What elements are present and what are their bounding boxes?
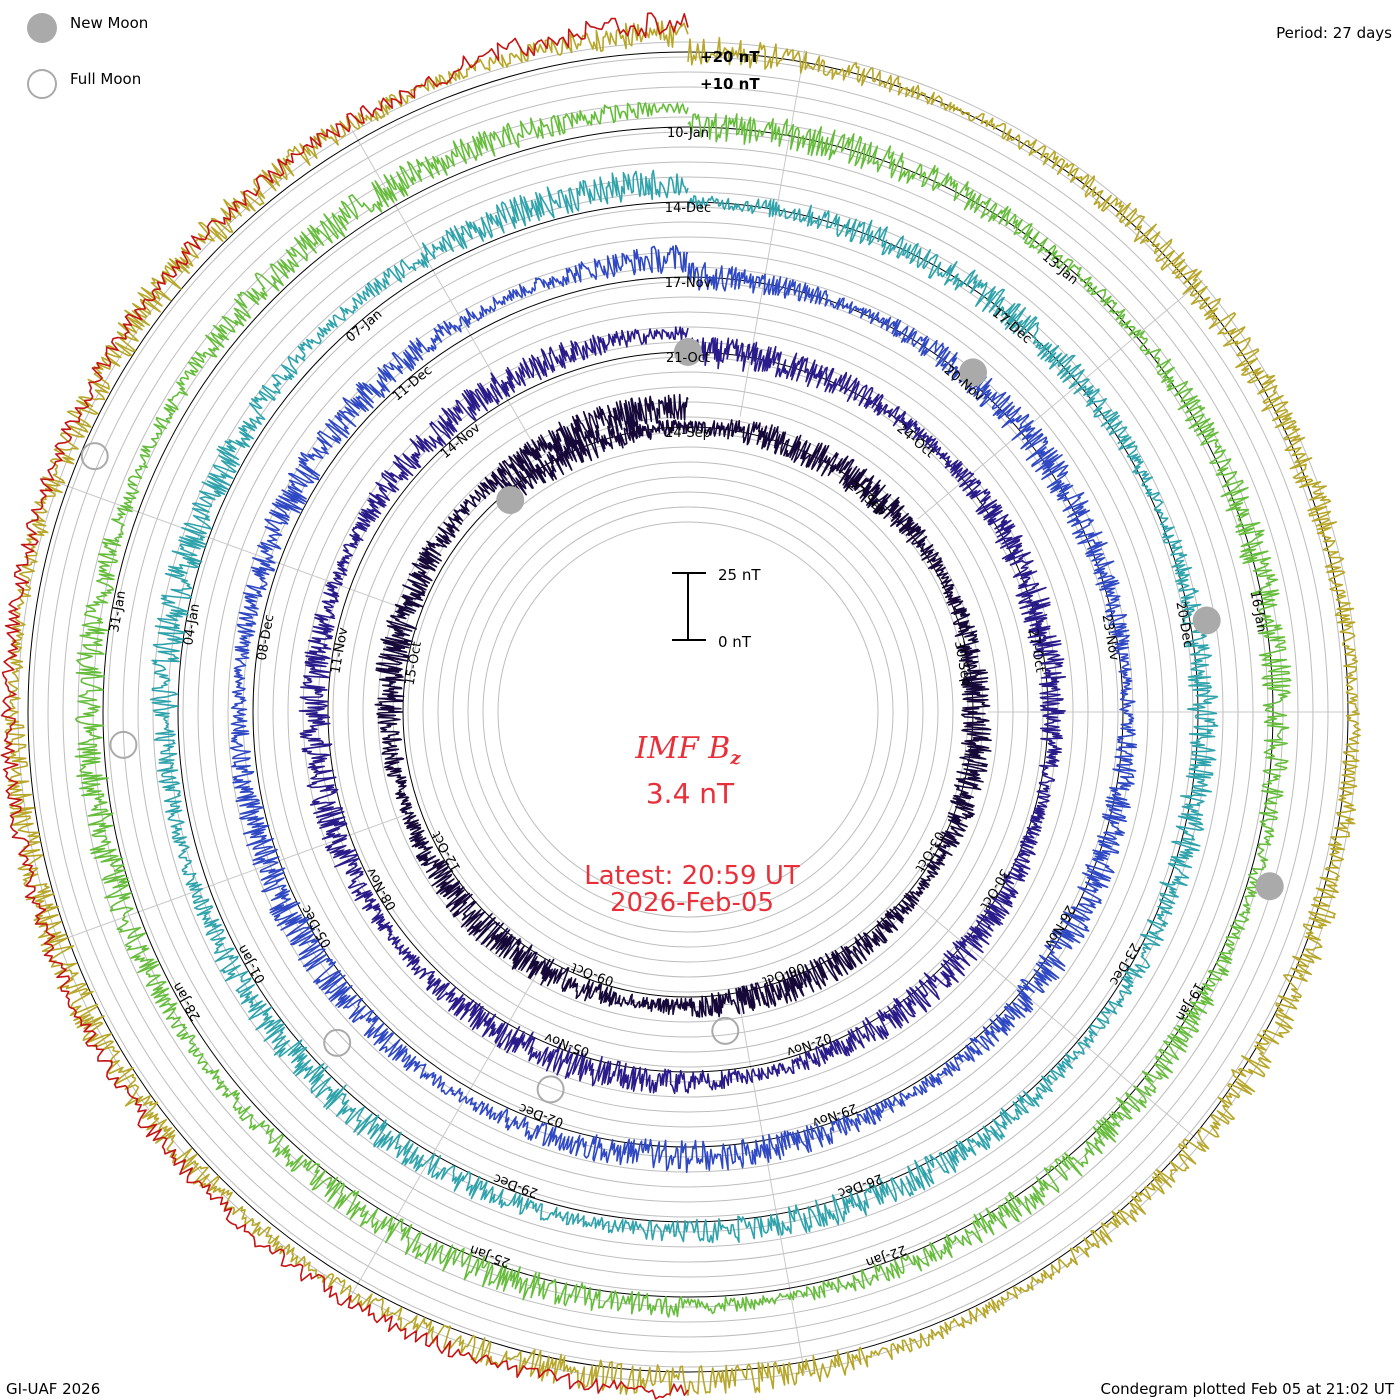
series-trace-4 (149, 169, 1219, 1244)
quantity-name: IMF B (634, 731, 730, 766)
full-moon-marker (323, 1028, 352, 1057)
grid-spoke (739, 1007, 806, 1374)
date-label-layer: 24-Sep27-Sep30-Sep03-Oct06-Oct09-Oct12-O… (107, 126, 1269, 1270)
new-moon-marker (1255, 872, 1284, 901)
series-trace-3 (229, 244, 1138, 1173)
date-label: 24-Sep (665, 426, 711, 441)
footer-credit: GI-UAF 2026 (6, 1380, 100, 1398)
date-label: 10-Jan (667, 126, 709, 141)
series-trace-2 (298, 326, 1067, 1095)
grid-circle (422, 446, 954, 978)
grid-circle (347, 371, 1029, 1053)
scale-bar-bottom-label: 0 nT (718, 633, 752, 651)
series-layer (0, 12, 1361, 1400)
date-label: 30-Sep (951, 640, 974, 688)
current-value: 3.4 nT (646, 777, 735, 810)
series-trace-5 (74, 102, 1292, 1318)
grid-spoke (56, 481, 407, 610)
series-trace-6 (4, 20, 1361, 1397)
baseline-ring (327, 351, 1049, 1073)
new-moon-legend-icon (27, 13, 57, 43)
grid-spoke (56, 814, 407, 943)
date-label: 21-Oct (666, 351, 710, 366)
date-label: 17-Nov (665, 276, 712, 291)
date-label: 28-Jan (170, 979, 204, 1023)
scale-bar-top-label: 25 nT (718, 566, 761, 584)
grid-layer (17, 41, 1360, 1383)
grid-spoke (917, 279, 1204, 520)
baseline-ring (27, 51, 1349, 1373)
grid-circle (497, 521, 879, 903)
grid-circle (437, 461, 939, 963)
grid-spoke (351, 971, 539, 1295)
full-moon-marker (536, 1075, 565, 1104)
quantity-title: IMF Bz (634, 731, 741, 769)
moon-layer (80, 338, 1284, 1104)
grid-spoke (351, 129, 539, 453)
date-label: 14-Dec (665, 201, 711, 216)
series-trace-1 (374, 393, 992, 1018)
series-trace-7 (0, 12, 689, 1400)
grid-circle (362, 386, 1014, 1038)
date-label: 08-Dec (255, 613, 278, 661)
scale-bar: 25 nT 0 nT (672, 566, 761, 651)
baseline-ring (252, 276, 1124, 1148)
date-label: 01-Jan (235, 942, 269, 986)
period-label: Period: 27 days (1276, 24, 1392, 42)
full-moon-legend-label: Full Moon (70, 70, 141, 88)
date-label: 04-Jan (181, 603, 203, 647)
new-moon-marker (959, 358, 987, 387)
latest-time: Latest: 20:59 UT (584, 861, 800, 891)
grid-circle (452, 476, 924, 948)
full-moon-marker (711, 1016, 740, 1045)
new-moon-marker (1192, 606, 1221, 635)
reference-label-20nt: +20 nT (700, 48, 760, 66)
date-label: 16-Jan (1247, 590, 1269, 634)
new-moon-marker (674, 338, 702, 366)
footer-plot-time: Condegram plotted Feb 05 at 21:02 UT (1101, 1380, 1395, 1398)
grid-circle (332, 356, 1044, 1068)
date-label: 07-Jan (343, 307, 385, 345)
quantity-subscript: z (729, 748, 741, 769)
date-label: 31-Jan (107, 590, 129, 634)
latest-date: 2026-Feb-05 (610, 888, 774, 918)
date-label: 23-Nov (1099, 613, 1122, 662)
date-label: 11-Nov (328, 626, 351, 675)
new-moon-legend-label: New Moon (70, 14, 148, 32)
reference-label-10nt: +10 nT (700, 75, 760, 93)
full-moon-legend-icon (27, 69, 57, 99)
date-label: 23-Dec (1106, 940, 1142, 988)
date-label: 22-Jan (864, 1241, 909, 1269)
grid-circle (467, 491, 909, 933)
full-moon-marker (80, 442, 109, 471)
new-moon-marker (496, 486, 525, 515)
grid-spoke (739, 50, 806, 417)
full-moon-marker (109, 730, 138, 759)
grid-circle (482, 506, 894, 918)
